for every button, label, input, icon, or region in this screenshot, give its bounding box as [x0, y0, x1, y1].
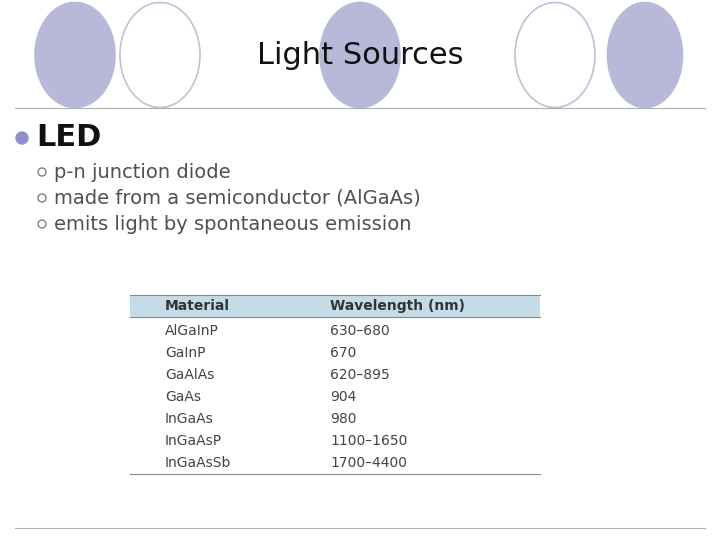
Ellipse shape [320, 3, 400, 107]
Circle shape [38, 194, 46, 202]
Text: 620–895: 620–895 [330, 368, 390, 382]
Text: p-n junction diode: p-n junction diode [54, 163, 230, 181]
Text: 630–680: 630–680 [330, 325, 390, 338]
Text: AlGaInP: AlGaInP [165, 325, 219, 338]
Text: GaAlAs: GaAlAs [165, 368, 215, 382]
Text: Material: Material [165, 299, 230, 313]
Text: GaAs: GaAs [165, 390, 201, 404]
Text: LED: LED [36, 124, 102, 152]
Text: emits light by spontaneous emission: emits light by spontaneous emission [54, 214, 412, 233]
Ellipse shape [515, 3, 595, 107]
Text: InGaAsSb: InGaAsSb [165, 456, 231, 470]
Text: 670: 670 [330, 346, 356, 360]
Text: Wavelength (nm): Wavelength (nm) [330, 299, 465, 313]
Ellipse shape [35, 3, 115, 107]
Text: 1100–1650: 1100–1650 [330, 434, 408, 448]
FancyBboxPatch shape [130, 295, 540, 317]
Text: Light Sources: Light Sources [257, 40, 463, 70]
Circle shape [38, 220, 46, 228]
Text: 904: 904 [330, 390, 356, 404]
Text: 1700–4400: 1700–4400 [330, 456, 407, 470]
Text: GaInP: GaInP [165, 346, 205, 360]
Ellipse shape [608, 3, 683, 107]
Text: made from a semiconductor (AlGaAs): made from a semiconductor (AlGaAs) [54, 188, 420, 207]
Text: 980: 980 [330, 413, 356, 426]
Circle shape [38, 168, 46, 176]
Text: InGaAs: InGaAs [165, 413, 214, 426]
Circle shape [16, 132, 28, 144]
Text: InGaAsP: InGaAsP [165, 434, 222, 448]
Ellipse shape [120, 3, 200, 107]
